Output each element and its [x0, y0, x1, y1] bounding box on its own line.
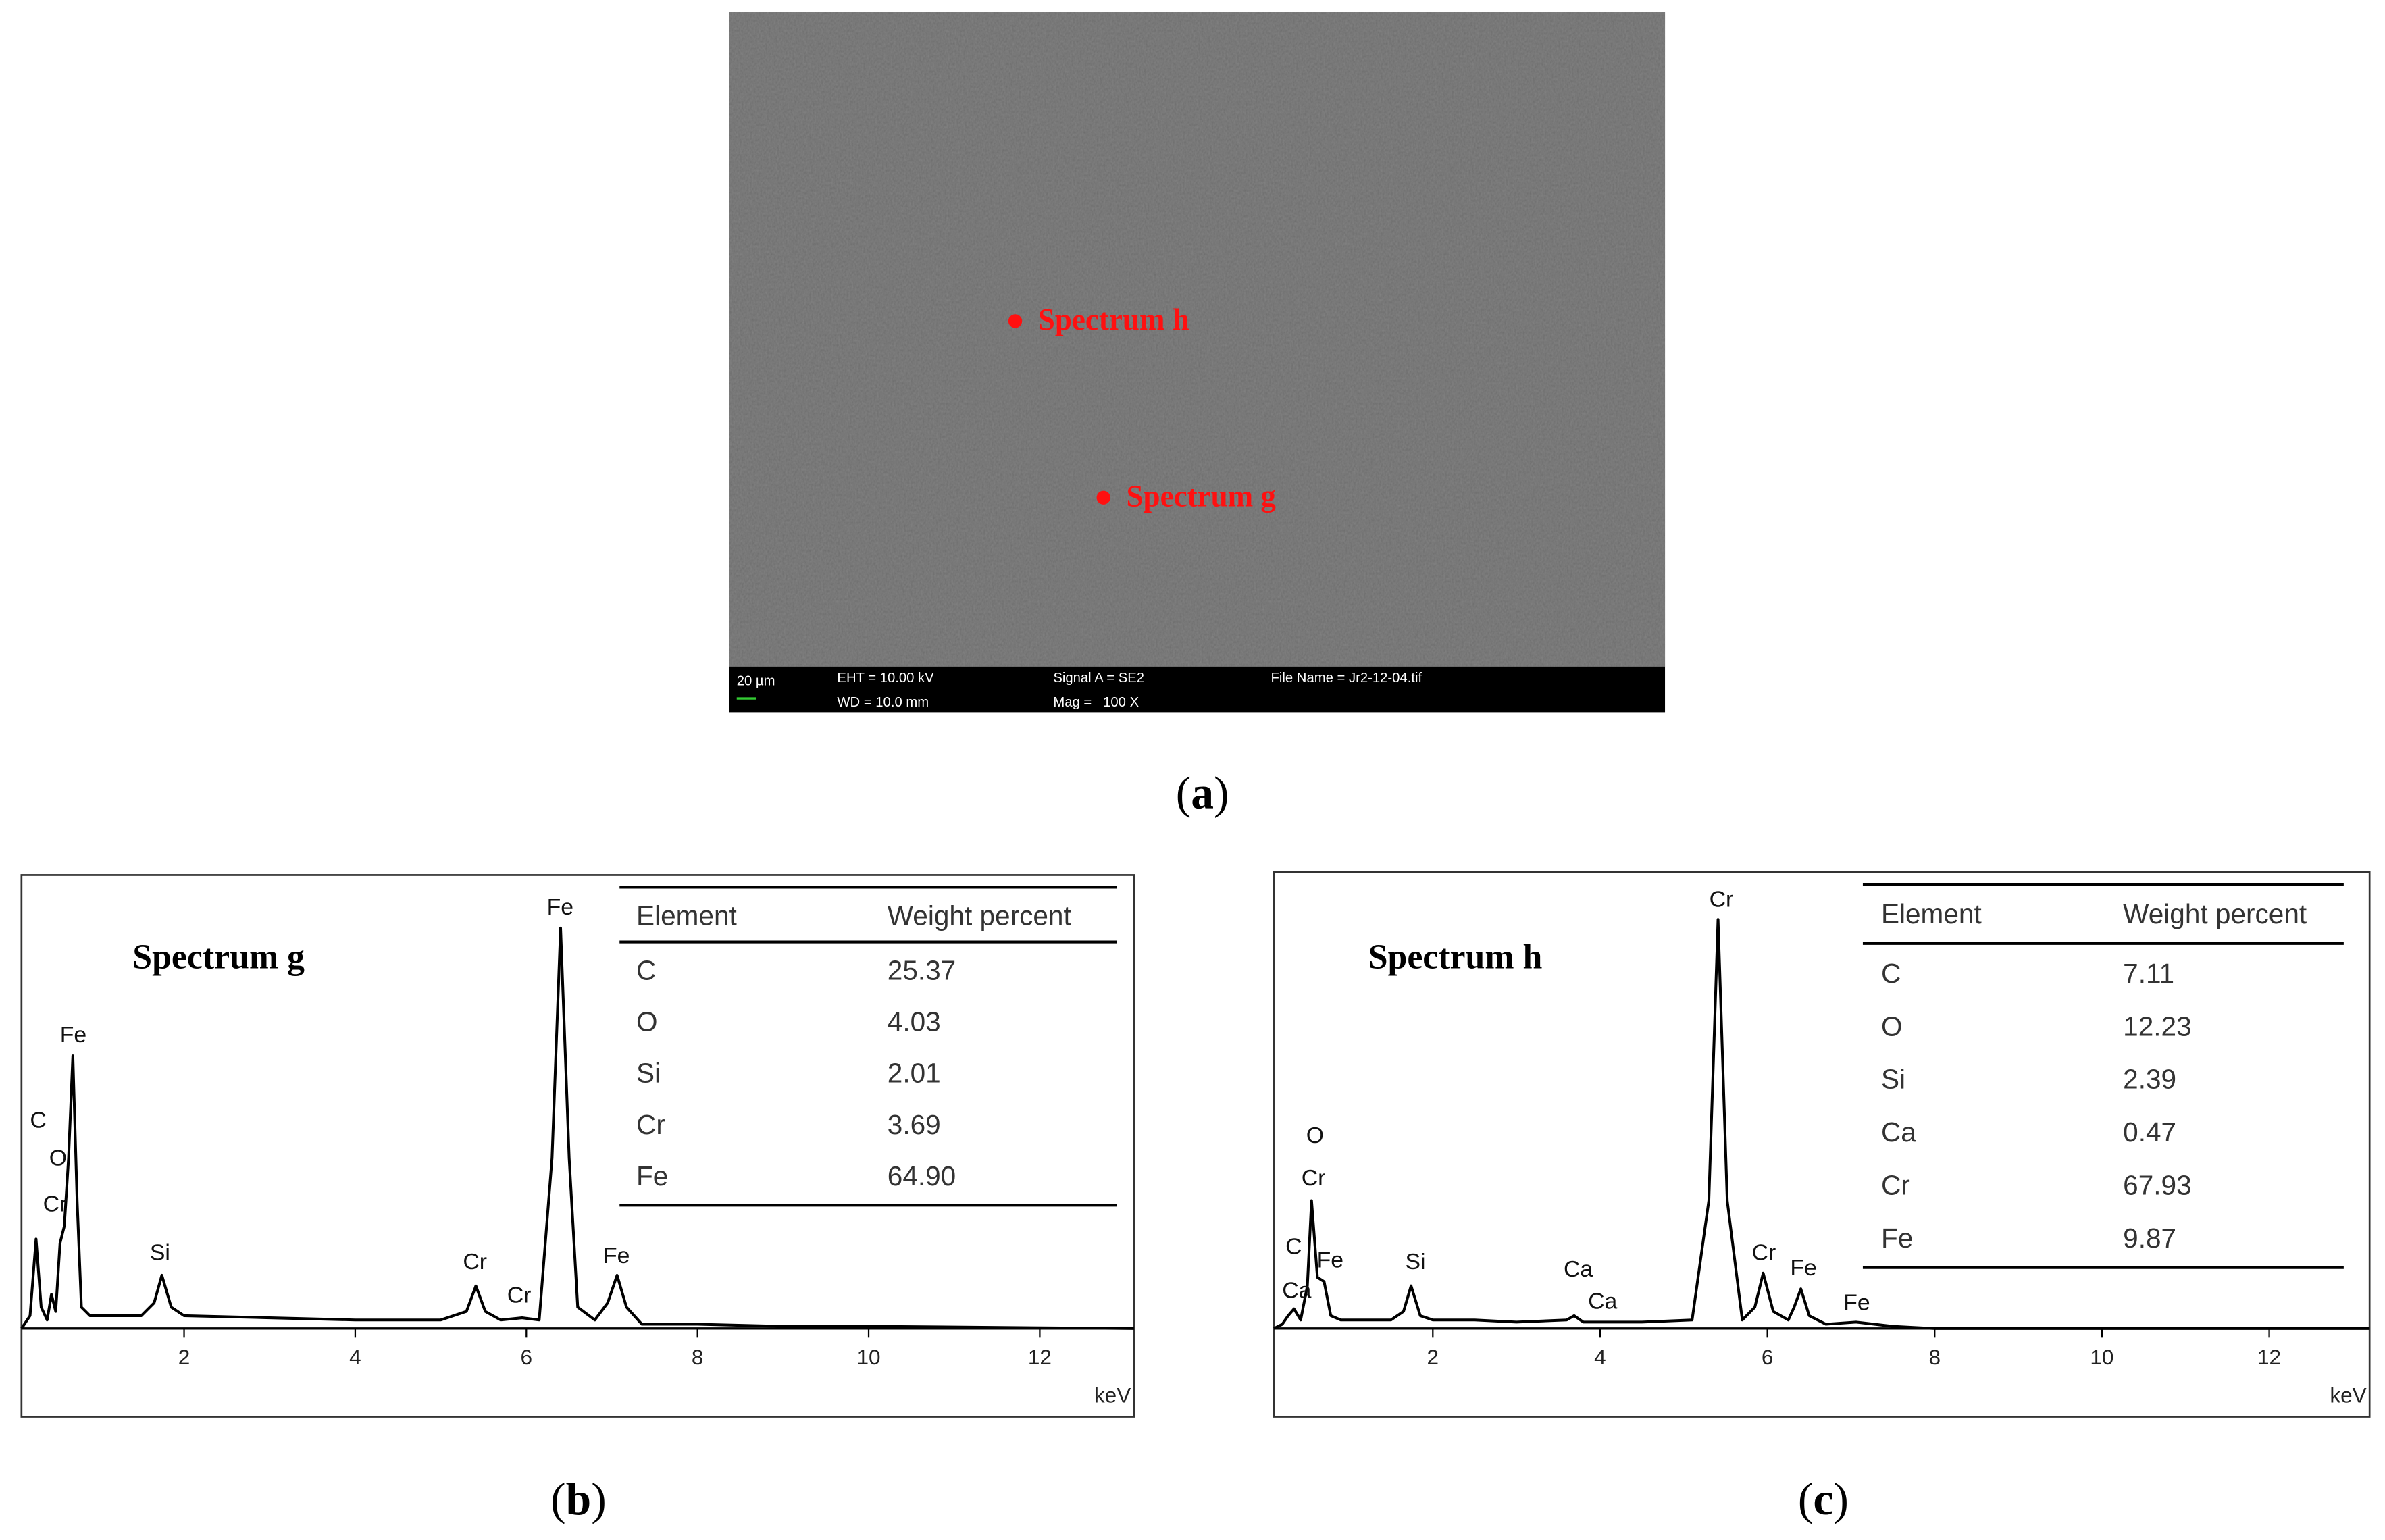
peak-label: Cr — [463, 1249, 487, 1275]
peak-label: Cr — [43, 1191, 68, 1216]
sem-texture — [729, 12, 1666, 667]
caption-part: ( — [1798, 1473, 1814, 1524]
peak-label: Fe — [603, 1243, 630, 1268]
table-cell: O — [636, 1006, 658, 1037]
caption-part: ( — [550, 1473, 566, 1524]
table-cell: Si — [636, 1058, 661, 1089]
table-cell: C — [636, 954, 656, 985]
peak-label: C — [1285, 1233, 1302, 1259]
peak-label: Ca — [1282, 1278, 1311, 1304]
table-cell: Fe — [636, 1160, 668, 1191]
table-cell: Cr — [636, 1109, 665, 1140]
info-text: 20 µm — [737, 674, 775, 689]
table-cell: 9.87 — [2123, 1223, 2176, 1254]
caption-part: ) — [591, 1473, 607, 1524]
table-cell: 4.03 — [888, 1006, 941, 1037]
x-tick-label: 8 — [1928, 1345, 1941, 1369]
info-text: Mag = 100 X — [1053, 695, 1139, 710]
peak-label: Cr — [1710, 887, 1734, 913]
table-cell: Fe — [1881, 1223, 1913, 1254]
peak-label: Fe — [1317, 1248, 1343, 1273]
table-cell: 12.23 — [2123, 1010, 2191, 1042]
caption: (b) — [550, 1473, 607, 1524]
table-cell: Cr — [1881, 1169, 1910, 1200]
caption: (c) — [1798, 1473, 1849, 1524]
table-cell: 2.01 — [888, 1058, 941, 1089]
peak-label: Fe — [1843, 1290, 1870, 1316]
table-cell: 3.69 — [888, 1109, 941, 1140]
x-tick-label: 12 — [1028, 1345, 1052, 1369]
table-cell: 64.90 — [888, 1160, 956, 1191]
spectrum-point — [1096, 490, 1110, 505]
table-cell: C — [1881, 958, 1901, 989]
peak-label: Fe — [547, 894, 573, 920]
peak-label: C — [30, 1107, 46, 1133]
plot-frame — [20, 874, 1135, 1418]
peak-label: Ca — [1564, 1256, 1593, 1282]
x-tick-label: 2 — [1427, 1345, 1439, 1369]
table-cell: 25.37 — [888, 954, 956, 985]
x-tick-label: 12 — [2257, 1345, 2281, 1369]
caption-part: b — [566, 1473, 592, 1524]
spectrum-title: Spectrum g — [132, 938, 305, 977]
peak-label: O — [1306, 1123, 1324, 1148]
caption-part: ) — [1214, 767, 1229, 818]
spectrum-line — [1273, 918, 2370, 1330]
caption-part: ) — [1833, 1473, 1849, 1524]
table-cell: 2.39 — [2123, 1064, 2176, 1095]
table-cell: 0.47 — [2123, 1116, 2176, 1148]
info-bar — [729, 666, 1666, 713]
peak-label: Cr — [1752, 1239, 1776, 1265]
peak-label: Si — [1406, 1249, 1426, 1275]
x-tick-label: 10 — [856, 1345, 880, 1369]
spectrum-line — [20, 926, 1134, 1330]
table-header: Weight percent — [2123, 898, 2307, 929]
spectrum-marker-label: Spectrum g — [1126, 479, 1276, 513]
caption-part: ( — [1176, 767, 1191, 818]
x-tick-label: 4 — [1594, 1345, 1606, 1369]
table-header: Weight percent — [888, 900, 1071, 931]
info-text: Signal A = SE2 — [1053, 671, 1144, 686]
plot-frame — [1273, 871, 2371, 1418]
table-cell: 67.93 — [2123, 1169, 2191, 1200]
spectrum-title: Spectrum h — [1368, 938, 1543, 977]
table-cell: O — [1881, 1010, 1903, 1042]
peak-label: Ca — [1588, 1288, 1617, 1314]
peak-label: Cr — [1302, 1165, 1326, 1191]
table-cell: Ca — [1881, 1116, 1916, 1148]
table-cell: Si — [1881, 1064, 1905, 1095]
caption-part: c — [1813, 1473, 1833, 1524]
x-axis-label: keV — [1094, 1383, 1131, 1408]
x-tick-label: 10 — [2090, 1345, 2113, 1369]
x-tick-label: 8 — [692, 1345, 704, 1369]
peak-label: O — [49, 1146, 67, 1171]
spectrum-marker-label: Spectrum h — [1038, 303, 1189, 336]
x-axis-label: keV — [2330, 1383, 2366, 1408]
caption: (a) — [1176, 767, 1229, 818]
table-cell: 7.11 — [2123, 958, 2174, 989]
table-header: Element — [636, 900, 737, 931]
info-text: File Name = Jr2-12-04.tif — [1271, 671, 1422, 686]
peak-label: Fe — [1790, 1255, 1816, 1281]
x-tick-label: 2 — [178, 1345, 190, 1369]
peak-label: Fe — [60, 1022, 86, 1048]
x-tick-label: 4 — [349, 1345, 361, 1369]
peak-label: Cr — [507, 1282, 532, 1308]
caption-part: a — [1191, 767, 1214, 818]
peak-label: Si — [150, 1239, 170, 1265]
x-tick-label: 6 — [1762, 1345, 1774, 1369]
info-text: WD = 10.0 mm — [837, 695, 929, 710]
x-tick-label: 6 — [521, 1345, 533, 1369]
spectrum-point — [1008, 314, 1023, 328]
info-text: EHT = 10.00 kV — [837, 671, 934, 686]
table-header: Element — [1881, 898, 1982, 929]
